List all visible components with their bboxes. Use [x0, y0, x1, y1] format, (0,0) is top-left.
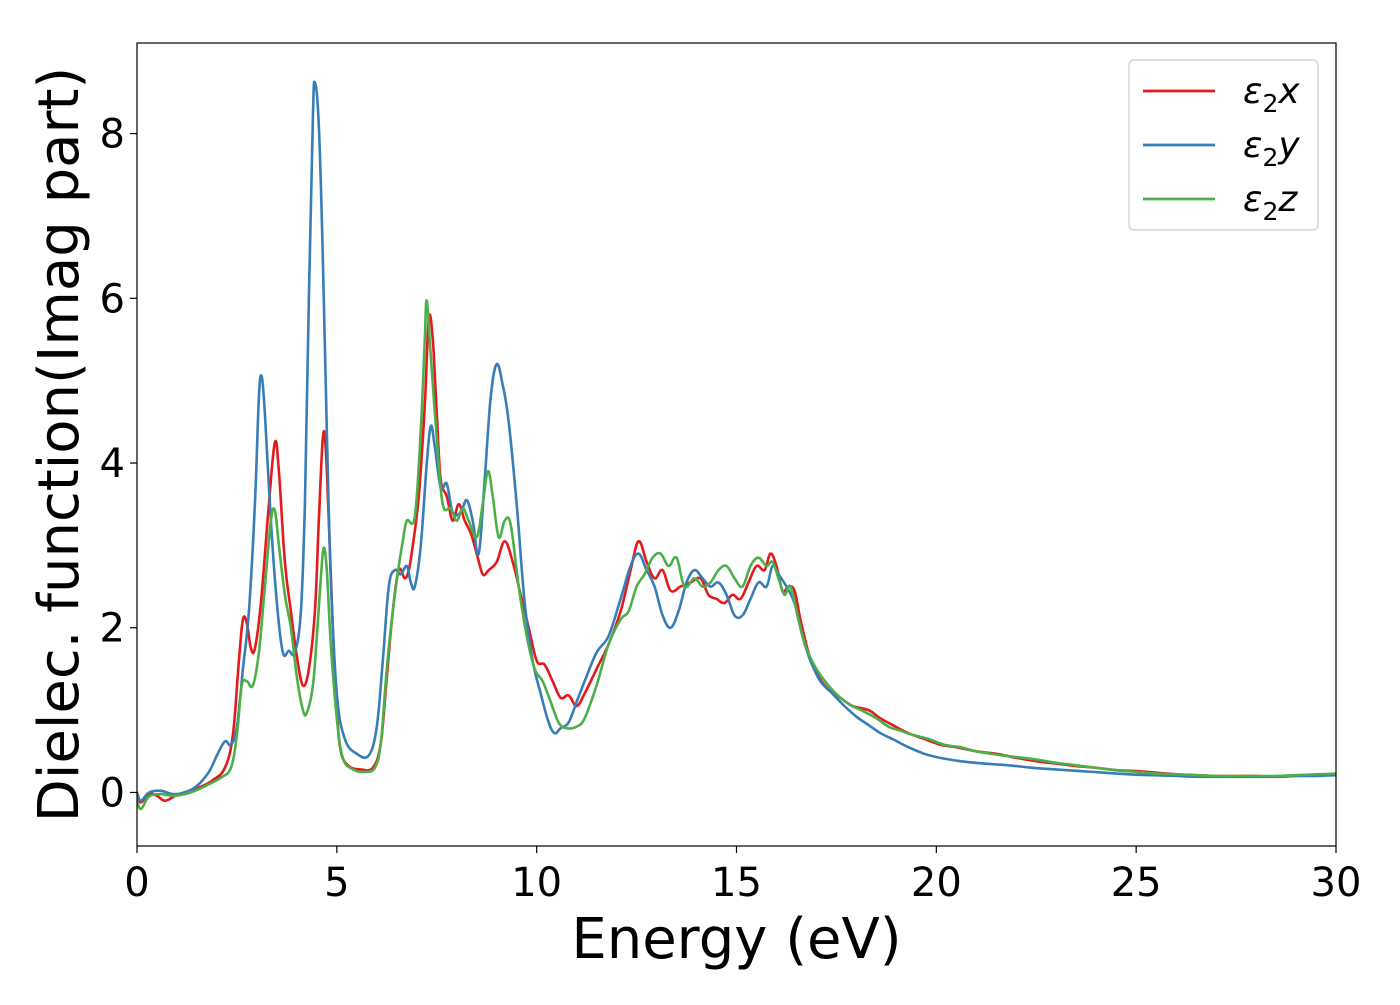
x-tick-label: 25: [1111, 860, 1162, 906]
y-tick-label: 4: [100, 441, 125, 487]
legend-label-base: ε: [1243, 125, 1262, 166]
legend-label-base: ε: [1243, 71, 1262, 112]
x-tick-label: 30: [1311, 860, 1362, 906]
series-line-y: [137, 80, 1336, 802]
x-tick-label: 0: [124, 860, 149, 906]
legend-item-z: ε2z: [1143, 179, 1298, 226]
legend-label: ε2z: [1243, 179, 1298, 226]
legend-label: ε2y: [1243, 125, 1300, 172]
series-line-z: [137, 299, 1336, 811]
legend-label-suffix: x: [1277, 71, 1300, 112]
x-axis-title: Energy (eV): [571, 907, 901, 972]
y-tick-label: 6: [100, 276, 125, 322]
legend-label-sub: 2: [1262, 143, 1278, 172]
legend-label-sub: 2: [1262, 89, 1278, 118]
y-tick-label: 2: [100, 606, 125, 652]
x-axis: 0 5 10 15 20 25 30: [124, 846, 1361, 906]
x-tick-label: 10: [511, 860, 562, 906]
legend-box: [1128, 59, 1319, 231]
legend-label: ε2x: [1243, 71, 1300, 118]
y-tick-label: 0: [100, 770, 125, 816]
legend-item-y: ε2y: [1143, 125, 1300, 172]
legend-label-sub: 2: [1262, 197, 1278, 226]
y-axis: 0 2 4 6 8: [100, 112, 137, 816]
legend-label-base: ε: [1243, 179, 1262, 220]
legend-label-suffix: z: [1277, 179, 1298, 220]
legend-label-suffix: y: [1277, 125, 1300, 166]
series-layer: [137, 80, 1336, 811]
legend-item-x: ε2x: [1143, 71, 1300, 118]
y-tick-label: 8: [100, 112, 125, 158]
x-tick-label: 15: [711, 860, 762, 906]
x-tick-label: 5: [324, 860, 349, 906]
x-tick-label: 20: [911, 860, 962, 906]
y-axis-title: Dielec. function(Imag part): [27, 67, 92, 823]
